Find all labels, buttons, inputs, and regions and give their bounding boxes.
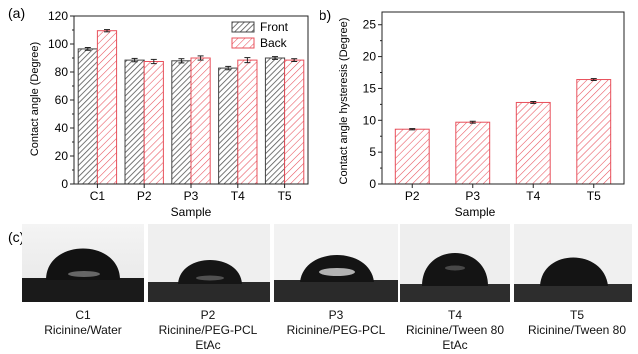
legend-swatch-front (231, 21, 255, 33)
y-tick-label: 10 (363, 113, 377, 127)
panel-label-c: (c) (8, 229, 24, 245)
bar-t4 (515, 101, 551, 185)
x-tick-label: C1 (90, 189, 106, 203)
bar-p2 (394, 128, 430, 185)
y-tick-label: 120 (48, 9, 68, 23)
droplet-desc: Ricinine/PEG-PCL (158, 323, 258, 337)
y-tick-label: 0 (369, 177, 376, 191)
panel-label-a: (a) (8, 5, 25, 21)
droplet-panel: (c) (0, 224, 638, 354)
x-tick-label: P3 (184, 189, 199, 203)
droplet-code: T5 (569, 308, 584, 322)
panel-label-b: (b) (320, 7, 331, 23)
droplet-image-c1 (22, 224, 144, 302)
legend-swatch-back (231, 37, 255, 49)
y-axis-label-b: Contact angle hysteresis (Degree) (338, 18, 350, 185)
panel-label-c-wrap: (c) (8, 229, 24, 245)
droplet-code: P3 (328, 308, 344, 322)
x-tick-label: P3 (465, 189, 480, 203)
y-tick-label: 80 (55, 65, 69, 79)
bar-t5-back (284, 59, 305, 185)
droplet-caption-t5: T5 Ricinine/Tween 80 (518, 308, 636, 338)
bar-c1-front (77, 48, 98, 185)
droplet-desc-2: EtAc (442, 338, 468, 352)
bar-t4-front (218, 67, 239, 185)
droplet-caption-t4: T4 Ricinine/Tween 80 EtAc (396, 308, 514, 353)
droplet-image-t5 (514, 224, 632, 302)
y-tick-label: 40 (55, 121, 69, 135)
y-tick-label: 15 (363, 81, 377, 95)
y-tick-label: 25 (363, 18, 377, 32)
bar-t5-front (264, 57, 286, 185)
bar-p3-front (171, 60, 192, 185)
droplet-caption-p2: P2 Ricinine/PEG-PCL EtAc (144, 308, 272, 353)
droplet-caption-c1: C1 Ricinine/Water (24, 308, 142, 338)
y-tick-label: 20 (55, 149, 69, 163)
y-tick-label: 100 (48, 37, 68, 51)
bar-t5 (576, 79, 612, 185)
y-tick-label: 20 (363, 50, 377, 64)
bar-c1-back (96, 30, 118, 185)
bar-p2-front (124, 59, 145, 185)
y-tick-label: 60 (55, 93, 69, 107)
droplet-image-p3 (274, 224, 398, 302)
droplet-code: C1 (75, 308, 91, 322)
droplet-desc: Ricinine/Tween 80 (405, 323, 505, 337)
x-axis-label-a: Sample (171, 205, 212, 219)
droplet-image-t4 (400, 224, 510, 302)
droplet-code: P2 (200, 308, 216, 322)
x-tick-label: T5 (587, 189, 601, 203)
droplet-desc: Ricinine/Water (44, 323, 122, 337)
bar-p3-back (190, 57, 211, 185)
x-tick-label: T4 (231, 189, 245, 203)
legend-label-back: Back (260, 36, 288, 50)
chart-a: (a) Contact angle (Degree) Sample C1 P2 P3… (8, 5, 309, 219)
droplet-desc: Ricinine/PEG-PCL (286, 323, 386, 337)
chart-b: (b) Contact angle hysteresis (Degree) Sa… (320, 7, 625, 219)
x-tick-label: P2 (137, 189, 152, 203)
x-axis-label-b: Sample (455, 205, 496, 219)
x-tick-label: P2 (405, 189, 420, 203)
droplet-caption-p3: P3 Ricinine/PEG-PCL (274, 308, 398, 338)
bar-p3 (455, 121, 491, 185)
droplet-code: T4 (447, 308, 462, 322)
y-tick-label: 5 (369, 145, 376, 159)
droplet-image-p2 (148, 224, 270, 302)
droplet-desc-2: EtAc (195, 338, 221, 352)
x-tick-label: T5 (278, 189, 292, 203)
droplet-desc: Ricinine/Tween 80 (527, 323, 627, 337)
y-tick-label: 0 (61, 177, 68, 191)
y-axis-label-a: Contact angle (Degree) (29, 42, 41, 156)
plot-frame (381, 11, 625, 185)
x-tick-label: T4 (526, 189, 540, 203)
legend-label-front: Front (260, 20, 289, 34)
bar-t4-back (237, 59, 258, 185)
bar-p2-back (143, 61, 164, 185)
